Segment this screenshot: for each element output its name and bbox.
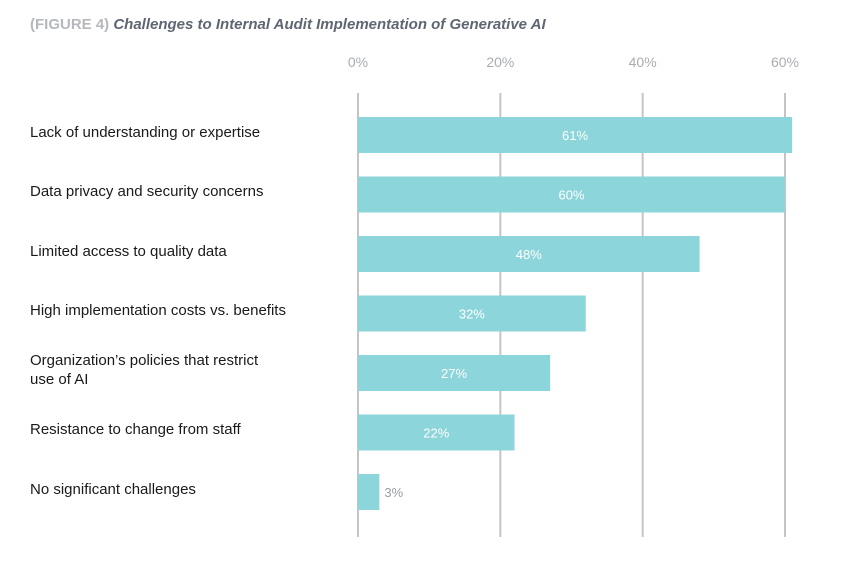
bar [358,414,515,451]
data-label: 60% [558,188,584,203]
category-label-line: No significant challenges [30,480,196,498]
x-tick-label: 20% [486,54,514,70]
x-tick-label: 0% [348,54,368,70]
bar [358,355,551,391]
category-label: Limited access to quality data [30,242,330,261]
data-label: 48% [516,247,542,262]
category-label-line: High implementation costs vs. benefits [30,302,286,319]
category-label: Resistance to change from staff [30,420,330,439]
x-tick-label: 60% [771,54,799,70]
category-label-line: Organization’s policies that restrict [30,352,259,369]
category-label: High implementation costs vs. benefits [30,301,330,320]
category-label-line: Lack of understanding or expertise [30,123,261,141]
chart-title: (FIGURE 4) Challenges to Internal Audit … [30,16,546,33]
category-label-line: Limited access to quality data [30,242,227,260]
category-label: Data privacy and security concerns [30,182,330,201]
category-label-line: Resistance to change from staff [30,421,241,438]
category-label-line: use of AI [30,371,89,388]
category-label: No significant challenges [30,480,330,499]
data-label: 22% [423,426,449,441]
data-label: 3% [384,485,403,500]
data-label: 27% [441,366,467,381]
bar [358,117,793,153]
data-label: 32% [459,307,485,322]
chart-title-text: Challenges to Internal Audit Implementat… [113,16,546,33]
category-label: Lack of understanding or expertise [30,123,330,142]
figure-number: (FIGURE 4) [30,16,110,33]
category-label: Organization’s policies that restrict use… [30,351,330,389]
bar [358,236,700,272]
category-label-line: Data privacy and security concerns [30,183,264,200]
bar [358,295,586,332]
data-label: 61% [562,128,588,143]
bar [358,176,785,213]
x-tick-label: 40% [629,54,657,70]
bar [358,474,380,510]
